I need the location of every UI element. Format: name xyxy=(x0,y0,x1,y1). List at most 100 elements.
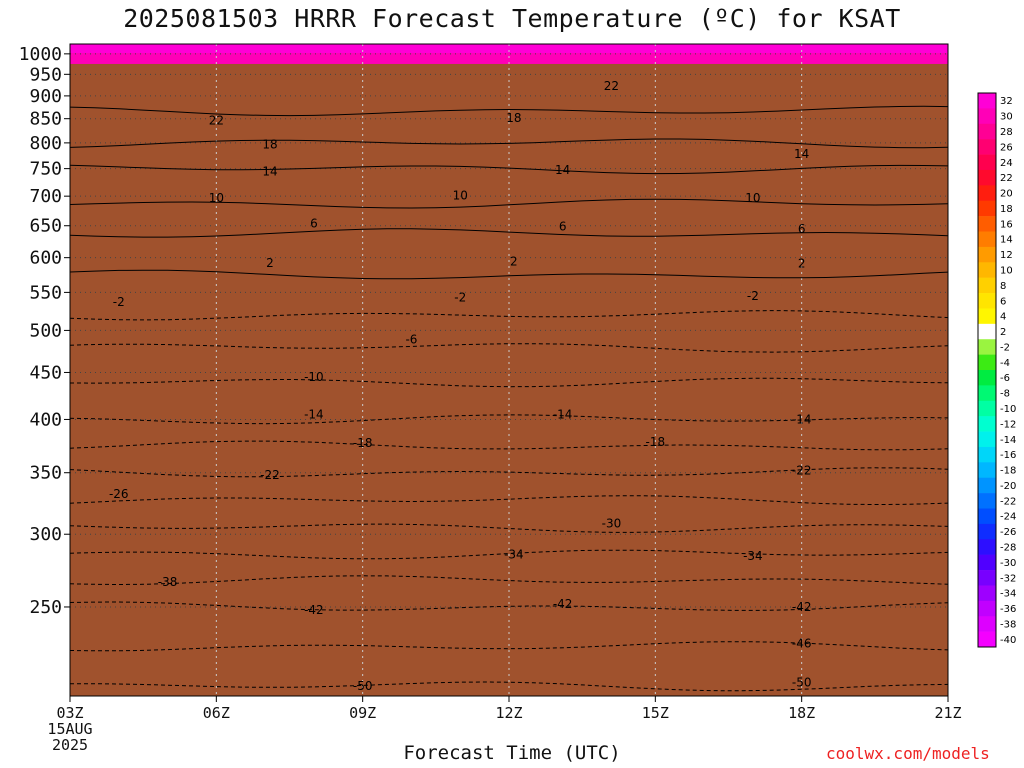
colorbar-swatch xyxy=(978,477,996,494)
y-tick-label: 300 xyxy=(29,524,62,545)
y-tick-label: 800 xyxy=(29,133,62,154)
y-tick-label: 950 xyxy=(29,64,62,85)
x-tick-label: 09Z xyxy=(349,704,376,722)
contour-label: -18 xyxy=(353,436,373,450)
colorbar-swatch xyxy=(978,216,996,232)
contour-label: -34 xyxy=(743,549,763,563)
colorbar-label: -8 xyxy=(1000,389,1010,400)
colorbar-swatch xyxy=(978,600,996,617)
temp-band xyxy=(70,59,948,63)
y-tick-label: 400 xyxy=(29,409,62,430)
colorbar-swatch xyxy=(978,431,996,448)
contour-label: -34 xyxy=(504,548,524,562)
contour-label: 18 xyxy=(262,137,277,151)
colorbar-label: 32 xyxy=(1000,96,1013,107)
colorbar-label: -12 xyxy=(1000,419,1016,430)
colorbar-label: -40 xyxy=(1000,635,1016,646)
contour-label: -18 xyxy=(646,435,666,449)
contour-label: -2 xyxy=(747,289,759,303)
contour-label: -6 xyxy=(405,332,417,346)
contour-label: -46 xyxy=(792,637,812,651)
colorbar-swatch xyxy=(978,370,996,386)
colorbar-label: 14 xyxy=(1000,235,1013,246)
colorbar-label: -22 xyxy=(1000,496,1016,507)
x-tick-label: 06Z xyxy=(203,704,230,722)
x-axis-title: Forecast Time (UTC) xyxy=(403,742,621,764)
y-tick-label: 450 xyxy=(29,362,62,383)
contour-line xyxy=(69,310,949,321)
colorbar-label: 30 xyxy=(1000,112,1013,123)
contour-line xyxy=(69,105,949,117)
colorbar-swatch xyxy=(978,231,996,248)
y-tick-label: 600 xyxy=(29,248,62,269)
colorbar-swatch xyxy=(978,339,996,355)
contours xyxy=(69,105,949,692)
colorbar-swatch xyxy=(978,154,996,171)
colorbar-label: -10 xyxy=(1000,404,1016,415)
colorbar-label: 4 xyxy=(1000,312,1006,323)
contour-label: -42 xyxy=(304,603,324,617)
contour-label: 6 xyxy=(310,216,318,230)
colorbar-label: 20 xyxy=(1000,189,1013,200)
colorbar-label: -28 xyxy=(1000,542,1016,553)
contour-label: -26 xyxy=(109,487,129,501)
contour-label: -42 xyxy=(553,597,573,611)
temp-band xyxy=(70,53,948,57)
contour-label: 14 xyxy=(262,164,277,178)
colorbar-label: -26 xyxy=(1000,527,1016,538)
credit-link[interactable]: coolwx.com/models xyxy=(826,744,990,763)
colorbar-swatch xyxy=(978,308,996,325)
contour-label: 14 xyxy=(555,163,570,177)
y-tick-label: 850 xyxy=(29,109,62,130)
x-start-date-label: 15AUG xyxy=(47,720,92,738)
contour-line xyxy=(69,641,949,652)
colorbar-label: -36 xyxy=(1000,604,1016,615)
contour-label: -2 xyxy=(454,290,466,304)
colorbar-swatch xyxy=(978,631,996,648)
contour-line xyxy=(69,228,949,238)
colorbar-label: -38 xyxy=(1000,619,1016,630)
contour-labels: -50 -50-46-42 -42 -42-38-34 -34-30-26-22 -22-… xyxy=(109,79,812,693)
contour-label: 2 xyxy=(510,255,518,269)
colorbar-label: -6 xyxy=(1000,373,1010,384)
contour-line xyxy=(69,269,949,280)
contour-label: -2 xyxy=(113,295,125,309)
x-start-date-label: 2025 xyxy=(52,736,88,754)
colorbar-swatch xyxy=(978,570,996,586)
colorbar-swatch xyxy=(978,616,996,632)
contour-label: 14 xyxy=(794,147,809,161)
colorbar-label: -14 xyxy=(1000,435,1016,446)
contour-label: -14 xyxy=(792,412,812,426)
colorbar-swatch xyxy=(978,354,996,371)
colorbar-label: 8 xyxy=(1000,281,1006,292)
colorbar-label: 16 xyxy=(1000,219,1013,230)
contour-label: 10 xyxy=(453,189,468,203)
colorbar-swatch xyxy=(978,400,996,417)
colorbar-swatch xyxy=(978,554,996,571)
colorbar-swatch xyxy=(978,246,996,263)
colorbar-label: -16 xyxy=(1000,450,1016,461)
x-tick-label: 18Z xyxy=(788,704,815,722)
contour-label: -38 xyxy=(158,575,178,589)
colorbar-label: -24 xyxy=(1000,512,1016,523)
colorbar-label: 28 xyxy=(1000,127,1013,138)
contour-label: -10 xyxy=(304,370,324,384)
colorbar-swatch xyxy=(978,539,996,555)
contour-label: 6 xyxy=(559,219,567,233)
colorbar-label: -30 xyxy=(1000,558,1016,569)
contour-label: 22 xyxy=(209,114,224,128)
colorbar-label: 12 xyxy=(1000,250,1013,261)
colorbar-swatch xyxy=(978,93,996,109)
temperature-fill xyxy=(70,44,948,65)
contour-label: 22 xyxy=(604,79,619,93)
colorbar-swatch xyxy=(978,123,996,140)
colorbar-swatch xyxy=(978,385,996,402)
colorbar-swatch xyxy=(978,323,996,340)
colorbar-label: 24 xyxy=(1000,158,1013,169)
colorbar-label: -18 xyxy=(1000,466,1016,477)
x-tick-label: 15Z xyxy=(642,704,669,722)
colorbar-label: 6 xyxy=(1000,296,1006,307)
contour-label: -50 xyxy=(353,679,373,693)
contour-line xyxy=(69,138,949,149)
